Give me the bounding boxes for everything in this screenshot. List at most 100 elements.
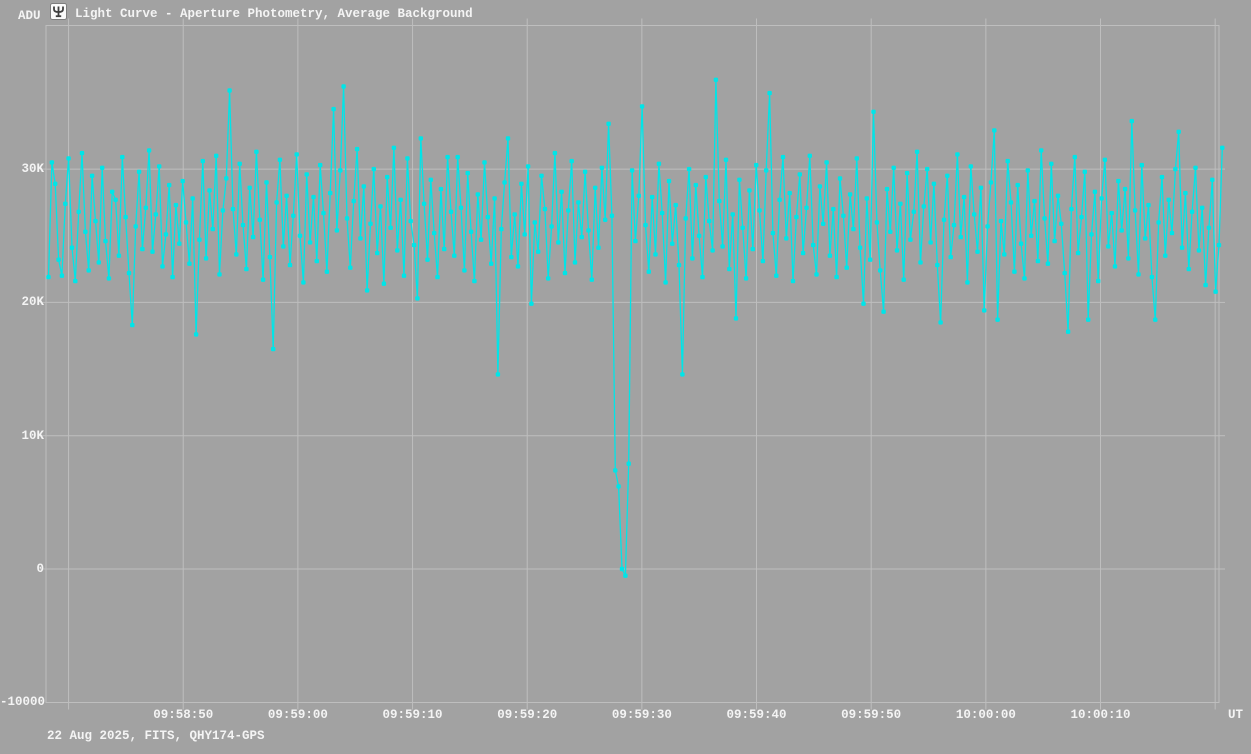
data-point-marker [958,234,963,240]
data-point-marker [931,181,937,186]
data-point-marker [794,214,799,220]
data-point-marker [904,170,910,176]
data-point-marker [210,226,215,232]
data-point-marker [130,322,135,328]
data-point-marker [650,194,655,200]
data-point-marker [56,257,61,262]
data-point-marker [914,149,920,154]
data-point-marker [1042,216,1047,221]
data-point-marker [160,264,165,269]
data-point-marker [767,90,772,96]
data-point-marker [224,176,229,181]
data-point-marker [368,221,373,226]
data-point-marker [1072,154,1077,160]
data-point-marker [881,309,886,314]
data-point-marker [240,222,246,228]
observation-info: 22 Aug 2025, FITS, QHY174-GPS [47,729,265,743]
data-point-marker [281,244,286,249]
data-point-marker [1166,197,1171,202]
data-point-marker [787,190,792,196]
data-point-marker [824,160,829,165]
data-point-marker [961,194,967,200]
data-point-marker [274,200,279,205]
data-point-marker [257,217,262,222]
data-point-marker [1149,274,1155,280]
data-point-marker [938,320,943,325]
data-point-marker [421,201,427,206]
data-point-marker [445,154,450,160]
data-point-marker [978,185,984,190]
data-point-marker [1049,161,1054,166]
data-point-marker [629,168,635,173]
data-point-marker [780,154,786,160]
data-point-marker [284,193,289,198]
data-point-marker [86,268,91,273]
data-point-marker [619,566,625,572]
data-point-marker [539,173,544,178]
data-point-marker [247,185,252,190]
data-point-marker [837,176,843,181]
data-point-marker [334,228,340,233]
data-point-marker [1156,220,1161,225]
data-point-marker [747,188,752,193]
data-point-marker [472,278,477,284]
data-point-marker [894,248,900,253]
data-point-marker [1129,118,1134,124]
data-point-marker [804,205,809,210]
data-point-marker [418,136,423,141]
data-point-marker [764,168,769,173]
data-point-marker [401,273,407,278]
data-point-marker [770,230,776,236]
data-point-marker [1169,230,1175,236]
data-point-marker [354,146,360,152]
data-point-marker [1139,162,1144,168]
data-point-marker [120,154,125,160]
data-point-marker [928,240,933,245]
data-point-marker [462,268,467,273]
data-point-marker [723,157,729,162]
data-point-marker [237,161,242,166]
data-point-marker [46,274,51,280]
data-point-marker [244,266,249,272]
data-point-marker [217,272,222,277]
data-point-marker [831,206,836,212]
data-point-marker [673,202,678,208]
data-point-marker [1005,158,1010,164]
data-point-marker [385,174,390,180]
data-point-marker [96,260,101,265]
data-point-marker [173,202,179,208]
data-point-marker [452,253,457,258]
data-point-marker [901,277,906,282]
data-point-marker [690,256,695,261]
data-point-marker [254,149,259,154]
data-point-marker [599,165,605,170]
data-point-marker [666,178,672,184]
data-point-marker [287,262,293,268]
data-point-marker [100,165,105,170]
data-point-marker [579,234,584,240]
data-point-marker [351,198,356,204]
data-point-marker [1183,190,1188,196]
data-point-marker [432,230,437,236]
data-point-marker [207,188,212,193]
data-point-marker [1176,129,1181,134]
data-point-marker [442,246,447,252]
data-point-marker [438,186,444,192]
data-point-marker [1126,256,1131,261]
data-point-marker [968,164,973,169]
data-point-marker [988,180,994,185]
data-point-marker [633,238,638,244]
data-point-marker [998,218,1004,224]
data-point-marker [643,222,648,228]
y-tick-label: 30K [21,162,44,177]
data-point-marker [871,109,876,114]
data-point-marker [83,229,88,234]
data-point-marker [572,260,578,265]
data-point-marker [982,308,987,313]
data-point-marker [180,178,185,184]
data-point-marker [361,184,366,189]
data-point-marker [250,234,256,240]
data-point-marker [193,332,199,337]
data-point-marker [569,158,574,164]
